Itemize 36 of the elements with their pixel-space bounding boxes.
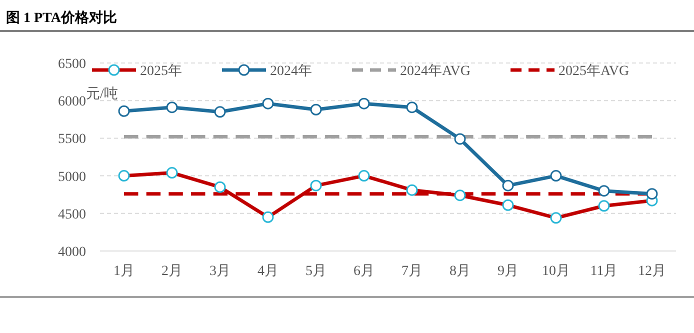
x-tick-label: 5月 bbox=[306, 264, 326, 279]
legend-label: 2025年 bbox=[140, 63, 182, 79]
y-tick-label: 5500 bbox=[58, 132, 86, 148]
point bbox=[550, 170, 562, 182]
point bbox=[166, 102, 178, 114]
y-axis-title: 元/吨 bbox=[86, 86, 118, 102]
x-tick-label: 12月 bbox=[638, 264, 666, 279]
point bbox=[406, 102, 418, 114]
x-tick-label: 11月 bbox=[590, 264, 618, 279]
point bbox=[214, 106, 226, 118]
x-tick-label: 9月 bbox=[498, 264, 518, 279]
x-tick-label: 1月 bbox=[114, 264, 134, 279]
legend-label: 2024年AVG bbox=[400, 63, 471, 79]
legend-label: 2024年 bbox=[270, 63, 312, 79]
point bbox=[454, 133, 466, 145]
x-tick-label: 10月 bbox=[542, 264, 570, 279]
y-tick-label: 4500 bbox=[58, 207, 86, 222]
point bbox=[358, 98, 370, 110]
y-tick-label: 5000 bbox=[58, 170, 86, 185]
y-tick-label: 6000 bbox=[58, 94, 86, 110]
x-tick-label: 3月 bbox=[210, 264, 230, 279]
chart-title: 图 1 PTA价格对比 bbox=[6, 10, 117, 26]
point bbox=[118, 105, 130, 117]
point bbox=[310, 104, 322, 116]
x-tick-label: 6月 bbox=[354, 264, 374, 279]
point bbox=[646, 188, 658, 200]
point bbox=[502, 180, 514, 192]
legend-label: 2025年AVG bbox=[558, 63, 630, 79]
x-tick-label: 4月 bbox=[258, 264, 278, 279]
y-tick-label: 4000 bbox=[58, 245, 86, 260]
x-tick-label: 7月 bbox=[402, 264, 422, 279]
point bbox=[598, 185, 610, 197]
y-tick-label: 6500 bbox=[58, 57, 86, 72]
point bbox=[262, 98, 274, 110]
x-tick-label: 2月 bbox=[162, 264, 182, 279]
x-tick-label: 8月 bbox=[450, 264, 470, 279]
